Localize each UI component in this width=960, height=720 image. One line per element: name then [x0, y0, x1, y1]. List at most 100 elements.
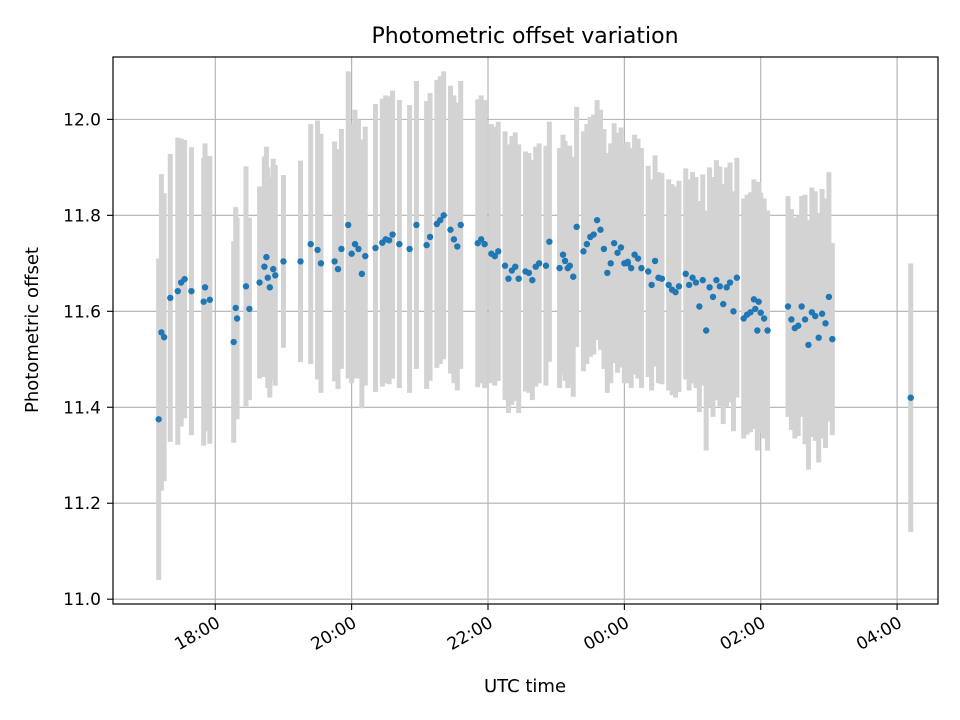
data-point — [709, 293, 717, 301]
data-point — [481, 240, 488, 248]
data-point — [747, 309, 754, 316]
y-tick-label: 12.0 — [63, 110, 101, 130]
data-point — [822, 320, 829, 327]
data-point — [314, 246, 321, 254]
data-point — [723, 284, 730, 291]
data-point — [795, 322, 802, 329]
data-point — [358, 270, 366, 278]
data-point — [264, 274, 271, 281]
data-point — [610, 239, 618, 247]
data-point — [201, 284, 209, 291]
data-point — [348, 250, 355, 257]
data-point — [658, 275, 666, 282]
data-point — [798, 303, 805, 310]
data-point — [702, 327, 710, 334]
data-point — [675, 283, 683, 290]
x-axis-label: UTC time — [484, 676, 566, 697]
data-point — [454, 243, 461, 250]
chart-title: Photometric offset variation — [371, 24, 678, 49]
data-point — [200, 298, 207, 305]
data-point — [477, 236, 485, 243]
data-point — [440, 212, 447, 219]
data-point — [600, 245, 608, 253]
data-point — [242, 283, 250, 290]
data-point — [566, 262, 574, 269]
data-point — [167, 294, 174, 302]
data-point — [263, 253, 270, 261]
data-point — [692, 279, 700, 286]
data-point — [716, 283, 724, 290]
data-point — [559, 251, 567, 258]
data-point — [385, 237, 393, 244]
data-point — [155, 416, 162, 423]
data-point — [345, 221, 352, 229]
data-point — [583, 240, 591, 248]
y-tick-label: 11.8 — [63, 206, 101, 226]
data-point — [829, 335, 836, 343]
data-point — [160, 334, 168, 341]
data-point — [413, 221, 420, 229]
data-point — [396, 240, 403, 248]
data-point — [755, 298, 762, 305]
data-point — [634, 255, 642, 262]
data-point — [720, 300, 727, 308]
data-point — [648, 281, 655, 289]
data-point — [617, 244, 625, 251]
data-point — [733, 274, 741, 281]
data-point — [907, 394, 914, 401]
data-point — [542, 262, 550, 269]
data-point — [597, 226, 604, 233]
data-point — [232, 304, 239, 312]
data-point — [645, 268, 652, 275]
data-point — [270, 265, 277, 273]
data-point — [334, 265, 342, 273]
data-point — [726, 279, 734, 286]
data-point — [685, 281, 693, 289]
data-point — [450, 236, 458, 243]
data-point — [689, 274, 696, 281]
data-point — [512, 263, 519, 270]
data-point — [246, 305, 253, 313]
data-point — [805, 341, 812, 349]
data-point — [682, 270, 689, 278]
data-point — [501, 262, 509, 269]
data-point — [699, 276, 706, 284]
data-point — [801, 316, 809, 323]
data-point — [233, 315, 241, 322]
data-point — [665, 281, 672, 289]
data-point — [256, 279, 263, 286]
data-point — [338, 245, 345, 253]
data-point — [535, 260, 543, 267]
data-point — [351, 240, 359, 248]
data-point — [624, 258, 631, 266]
data-point — [651, 257, 659, 265]
data-point — [280, 258, 287, 265]
data-point — [272, 272, 279, 279]
data-point — [307, 240, 314, 248]
data-point — [423, 241, 430, 249]
data-point — [174, 287, 181, 295]
y-axis-ticks: 11.0 11.2 11.4 11.6 11.8 12.0 — [63, 110, 113, 610]
data-point — [331, 258, 338, 265]
data-point — [788, 316, 795, 323]
data-point — [614, 249, 621, 256]
data-point — [750, 296, 758, 303]
data-point — [696, 303, 703, 310]
data-point — [261, 263, 268, 270]
data-point — [713, 276, 720, 284]
data-point — [590, 231, 597, 238]
data-point — [760, 315, 768, 322]
data-point — [158, 329, 165, 336]
data-point — [825, 293, 833, 301]
data-point — [757, 309, 764, 316]
data-point — [457, 221, 464, 229]
data-point — [426, 233, 434, 241]
y-tick-label: 11.2 — [63, 494, 101, 514]
data-points — [155, 212, 914, 423]
data-point — [607, 260, 614, 267]
data-point — [437, 216, 444, 224]
data-point — [372, 244, 379, 252]
plot-area-frame — [112, 56, 939, 605]
data-point — [491, 252, 499, 260]
